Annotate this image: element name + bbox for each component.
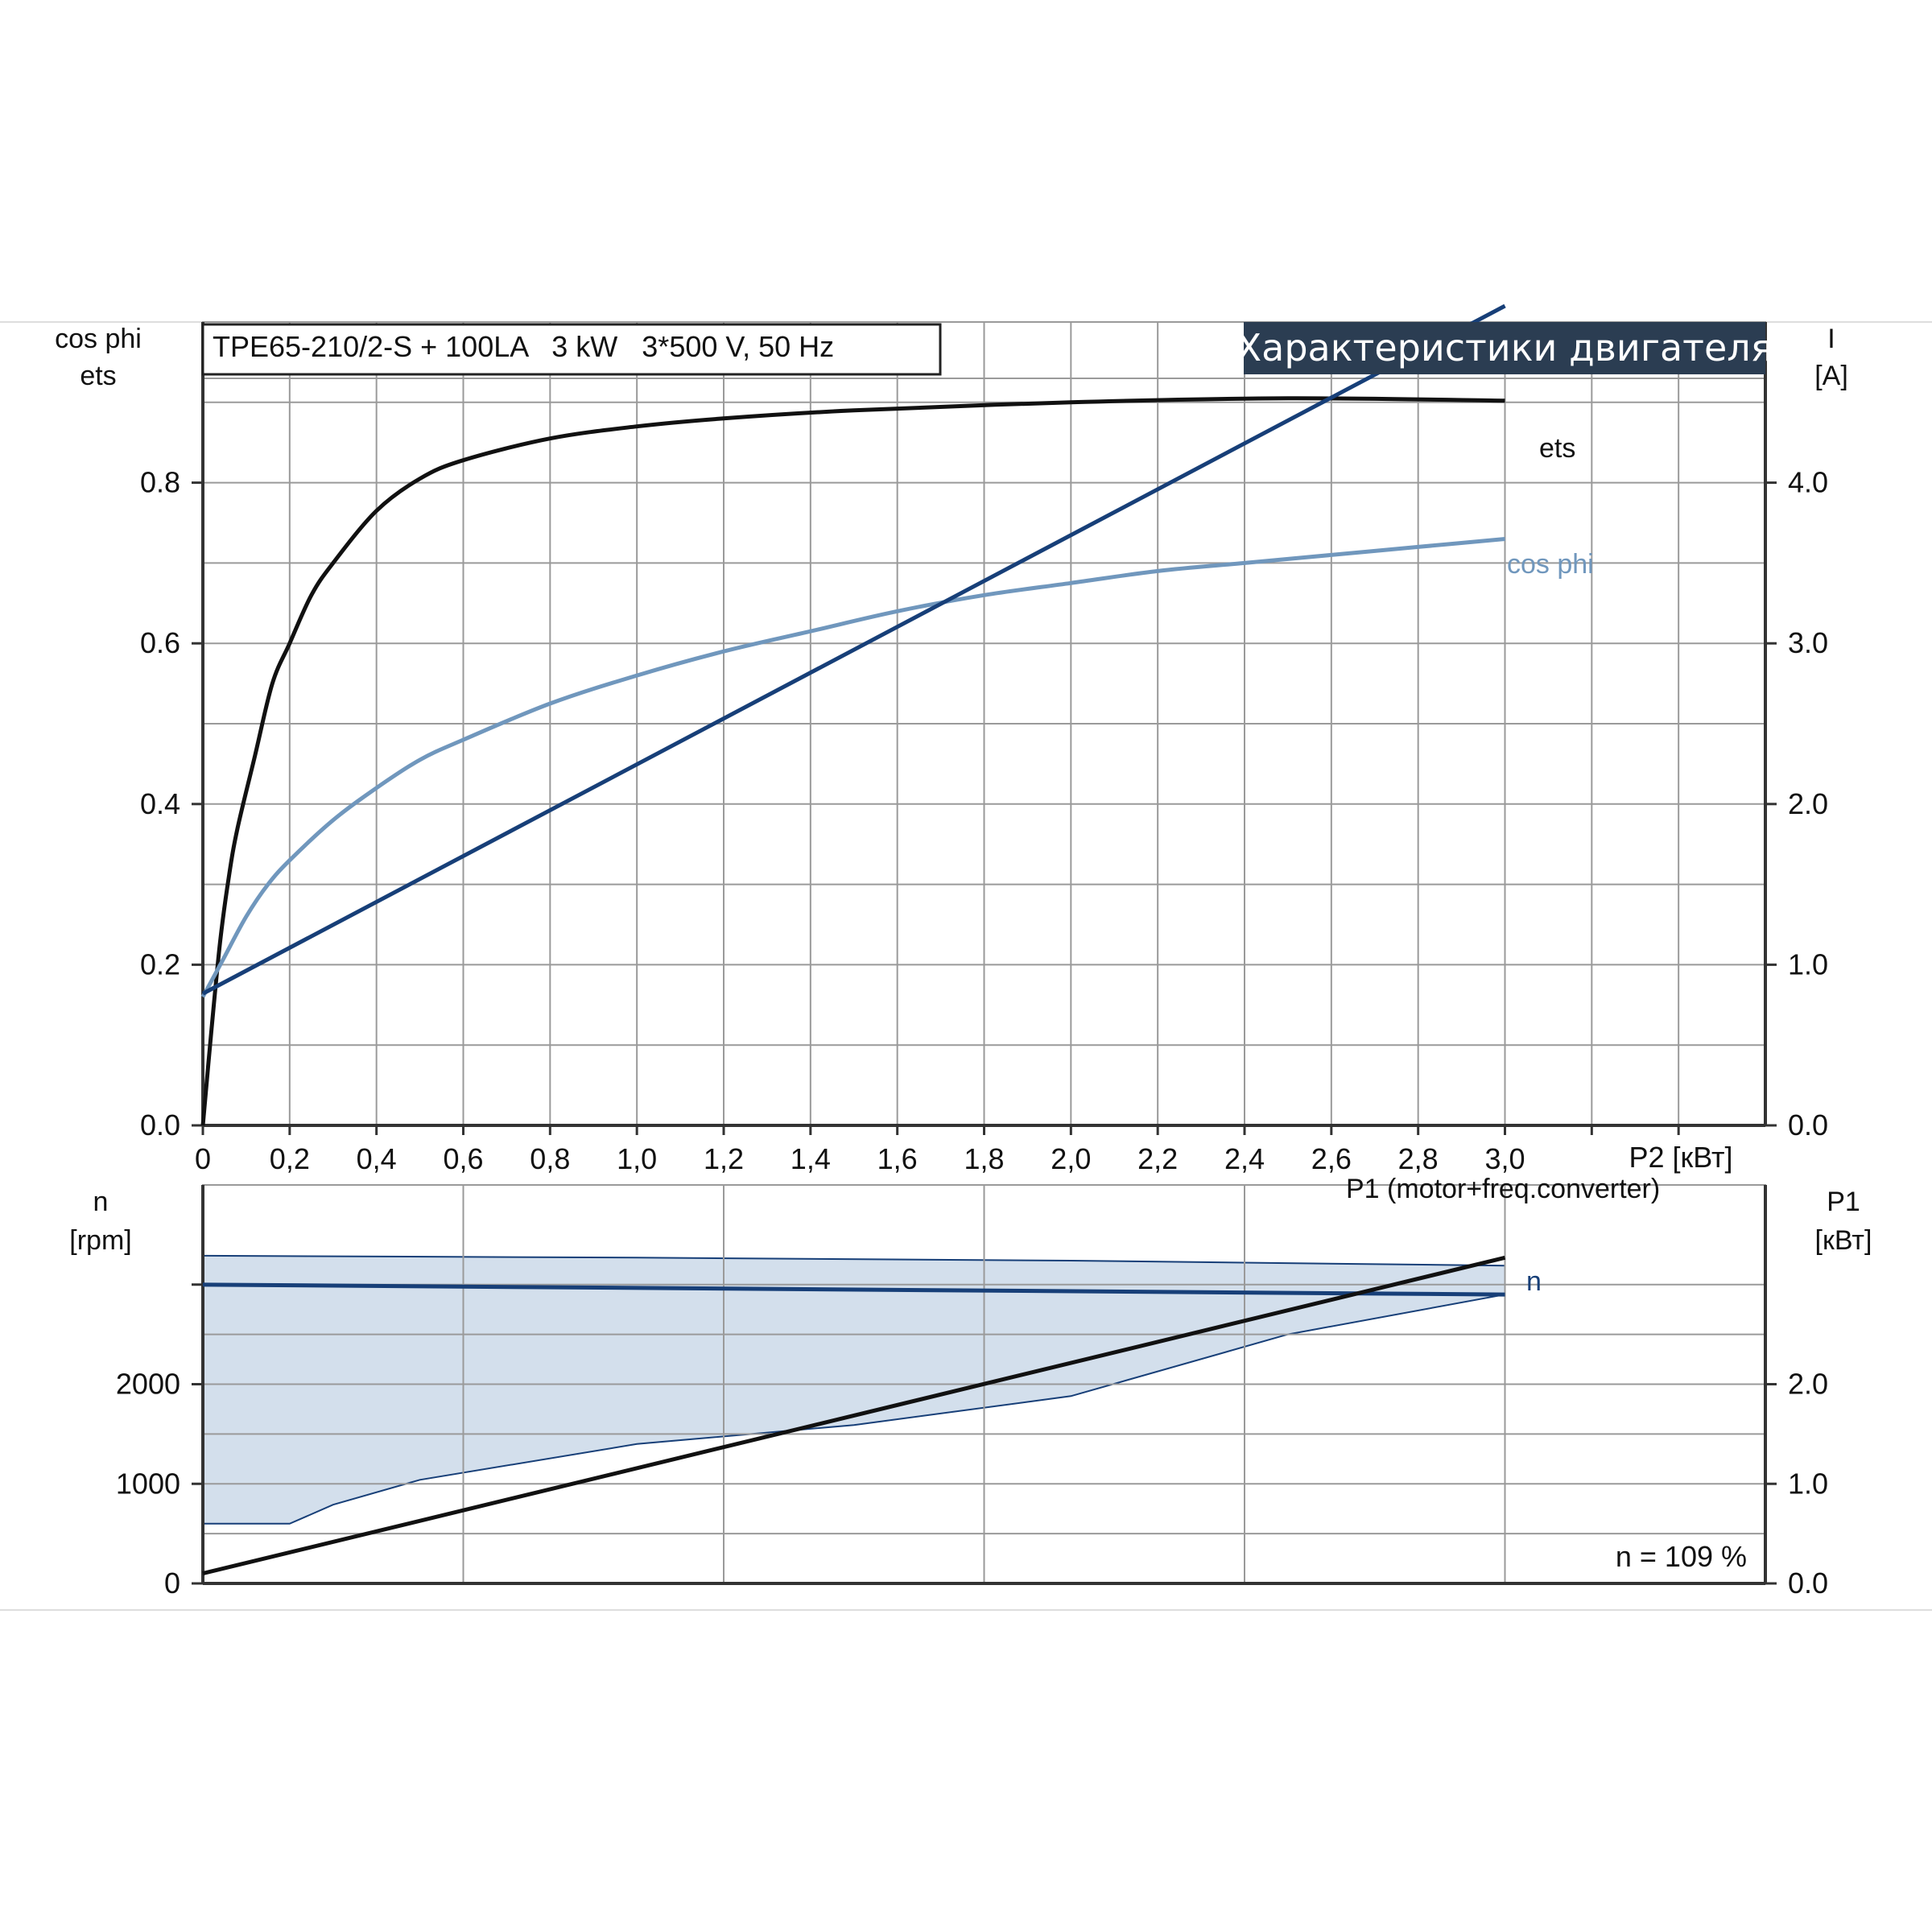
top-x-tick-label: 1,8 — [964, 1142, 1004, 1175]
top-x-tick-label: 0,8 — [530, 1142, 570, 1175]
top-x-tick-label: 2,2 — [1137, 1142, 1178, 1175]
top-x-tick-label: 1,4 — [791, 1142, 831, 1175]
ets-curve — [200, 396, 1505, 1126]
top-grid — [202, 321, 1766, 1125]
top-x-tick-label: 2,6 — [1311, 1142, 1352, 1175]
top-right-tick-label: 2.0 — [1788, 787, 1828, 820]
current-line — [201, 303, 1506, 996]
top-left-tick-label: 0.2 — [140, 947, 180, 980]
bottom-left-tick-label: 1000 — [116, 1467, 180, 1500]
speed-range-band — [202, 1254, 1506, 1525]
bottom-left-ticks: 0 1000 2000 — [116, 1283, 203, 1600]
cos-phi-curve — [200, 537, 1505, 998]
top-right-tick-label: 4.0 — [1788, 466, 1828, 499]
top-right-tick-label: 0.0 — [1788, 1108, 1828, 1141]
top-left-tick-label: 0.6 — [140, 626, 180, 659]
top-x-tick-label: 1,0 — [617, 1142, 657, 1175]
bottom-panel: 0 1000 2000 0.0 1.0 2.0 n P1 (motor+freq.con… — [69, 1174, 1872, 1600]
top-right-tick-label: 1.0 — [1788, 947, 1828, 980]
model-label: TPE65-210/2-S + 100LA 3 kW 3*500 V, 50 H… — [213, 330, 834, 363]
top-left-axis-title-1: cos phi — [55, 324, 142, 354]
top-x-ticks: 0 0,2 0,4 0,6 0,8 1,0 1,2 1,4 1,6 1,8 2,0 2,2 2,4 2,6… — [195, 1125, 1680, 1175]
top-x-tick-label: 3,0 — [1484, 1142, 1525, 1175]
top-x-tick-label: 0 — [195, 1142, 211, 1175]
bottom-right-tick-label: 1.0 — [1788, 1467, 1828, 1500]
bottom-right-axis-title-2: [кВт] — [1815, 1225, 1872, 1256]
top-left-tick-label: 0.0 — [140, 1108, 180, 1141]
p1-line-label: P1 (motor+freq.converter) — [1346, 1174, 1660, 1204]
top-x-tick-label: 2,0 — [1051, 1142, 1091, 1175]
bottom-right-axis-title-1: P1 — [1827, 1187, 1860, 1217]
top-x-tick-label: 1,6 — [877, 1142, 918, 1175]
ets-curve-label: ets — [1539, 433, 1575, 464]
top-left-axis-title-2: ets — [80, 361, 116, 391]
title-badge: Характеристики двигателя — [1236, 326, 1773, 369]
bottom-left-axis-title-1: n — [93, 1187, 109, 1217]
top-x-tick-label: 1,2 — [704, 1142, 744, 1175]
top-right-ticks: 0.0 1.0 2.0 3.0 4.0 — [1765, 466, 1828, 1141]
speed-line — [202, 1282, 1505, 1297]
bottom-left-tick-label: 2000 — [116, 1368, 180, 1401]
top-right-tick-label: 3.0 — [1788, 626, 1828, 659]
bottom-left-tick-label: 0 — [164, 1567, 180, 1600]
title-badge-bg — [1244, 322, 1765, 374]
top-right-axis-title-2: [A] — [1814, 361, 1848, 391]
bottom-right-tick-label: 2.0 — [1788, 1368, 1828, 1401]
top-x-axis-title: P2 [кВт] — [1629, 1141, 1732, 1174]
top-left-tick-label: 0.8 — [140, 466, 180, 499]
model-label-box — [201, 323, 942, 376]
speed-line-label: n — [1526, 1266, 1542, 1297]
top-x-tick-label: 0,2 — [270, 1142, 310, 1175]
cos-phi-curve-label: cos phi — [1507, 549, 1594, 580]
top-x-tick-label: 2,4 — [1224, 1142, 1265, 1175]
p1-line — [202, 1255, 1506, 1576]
top-left-tick-label: 0.4 — [140, 787, 180, 820]
bottom-right-tick-label: 0.0 — [1788, 1567, 1828, 1600]
bottom-left-axis-title-2: [rpm] — [69, 1225, 131, 1256]
top-panel: 0 0,2 0,4 0,6 0,8 1,0 1,2 1,4 1,6 1,8 2,0 2,2 2,4 2,6… — [55, 303, 1848, 1175]
speed-percent-note: n = 109 % — [1616, 1540, 1747, 1573]
top-x-tick-label: 2,8 — [1398, 1142, 1439, 1175]
top-x-tick-label: 0,4 — [357, 1142, 397, 1175]
top-x-tick-label: 0,6 — [443, 1142, 483, 1175]
top-left-ticks: 0.0 0.2 0.4 0.6 0.8 — [140, 466, 203, 1141]
top-right-axis-title-1: I — [1827, 324, 1835, 354]
bottom-right-ticks: 0.0 1.0 2.0 — [1765, 1368, 1828, 1600]
